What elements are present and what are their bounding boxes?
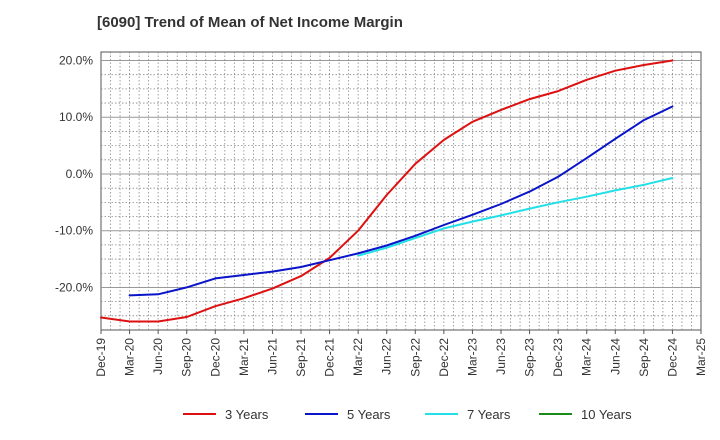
plot-frame bbox=[100, 51, 702, 331]
x-tick-label: Sep-22 bbox=[408, 338, 422, 377]
x-tick-label: Dec-19 bbox=[94, 338, 108, 377]
legend: 3 Years 5 Years 7 Years 10 Years bbox=[183, 407, 632, 422]
x-tick-label: Dec-21 bbox=[323, 338, 337, 377]
chart-title: [6090] Trend of Mean of Net Income Margi… bbox=[97, 14, 403, 31]
legend-label: 5 Years bbox=[347, 407, 391, 422]
series-line bbox=[128, 105, 674, 297]
legend-label: 3 Years bbox=[225, 407, 269, 422]
series-line bbox=[357, 177, 674, 257]
x-tick-label: Mar-25 bbox=[694, 338, 708, 376]
x-tick-label: Mar-21 bbox=[237, 338, 251, 376]
x-tick-label: Dec-24 bbox=[665, 338, 679, 377]
x-tick-label: Jun-22 bbox=[380, 338, 394, 375]
x-tick-label: Sep-20 bbox=[180, 338, 194, 377]
x-tick-label: Mar-20 bbox=[123, 338, 137, 376]
x-tick-label: Sep-23 bbox=[523, 338, 537, 377]
x-tick-label: Dec-23 bbox=[551, 338, 565, 377]
x-tick-label: Mar-24 bbox=[580, 338, 594, 376]
legend-label: 10 Years bbox=[581, 407, 632, 422]
series-lines bbox=[100, 59, 674, 323]
x-tick-label: Mar-22 bbox=[351, 338, 365, 376]
legend-label: 7 Years bbox=[467, 407, 511, 422]
x-tick-label: Sep-24 bbox=[637, 338, 651, 377]
y-tick-label: 10.0% bbox=[59, 110, 93, 124]
x-tick-label: Jun-21 bbox=[265, 338, 279, 375]
x-tick-label: Jun-24 bbox=[608, 338, 622, 375]
x-tick-label: Mar-23 bbox=[465, 338, 479, 376]
y-tick-label: 20.0% bbox=[59, 54, 93, 68]
grid bbox=[100, 51, 702, 331]
series-line bbox=[100, 59, 674, 323]
x-tick-label: Jun-20 bbox=[151, 338, 165, 375]
y-tick-label: 0.0% bbox=[66, 167, 94, 181]
y-tick-label: -20.0% bbox=[55, 280, 93, 294]
y-tick-label: -10.0% bbox=[55, 224, 93, 238]
axes: 20.0% 10.0% 0.0% -10.0% -20.0% Dec-19 Mar-20 Ju… bbox=[55, 54, 708, 377]
x-tick-label: Sep-21 bbox=[294, 338, 308, 377]
x-tick-label: Jun-23 bbox=[494, 338, 508, 375]
x-tick-label: Dec-22 bbox=[437, 338, 451, 377]
x-tick-label: Dec-20 bbox=[208, 338, 222, 377]
